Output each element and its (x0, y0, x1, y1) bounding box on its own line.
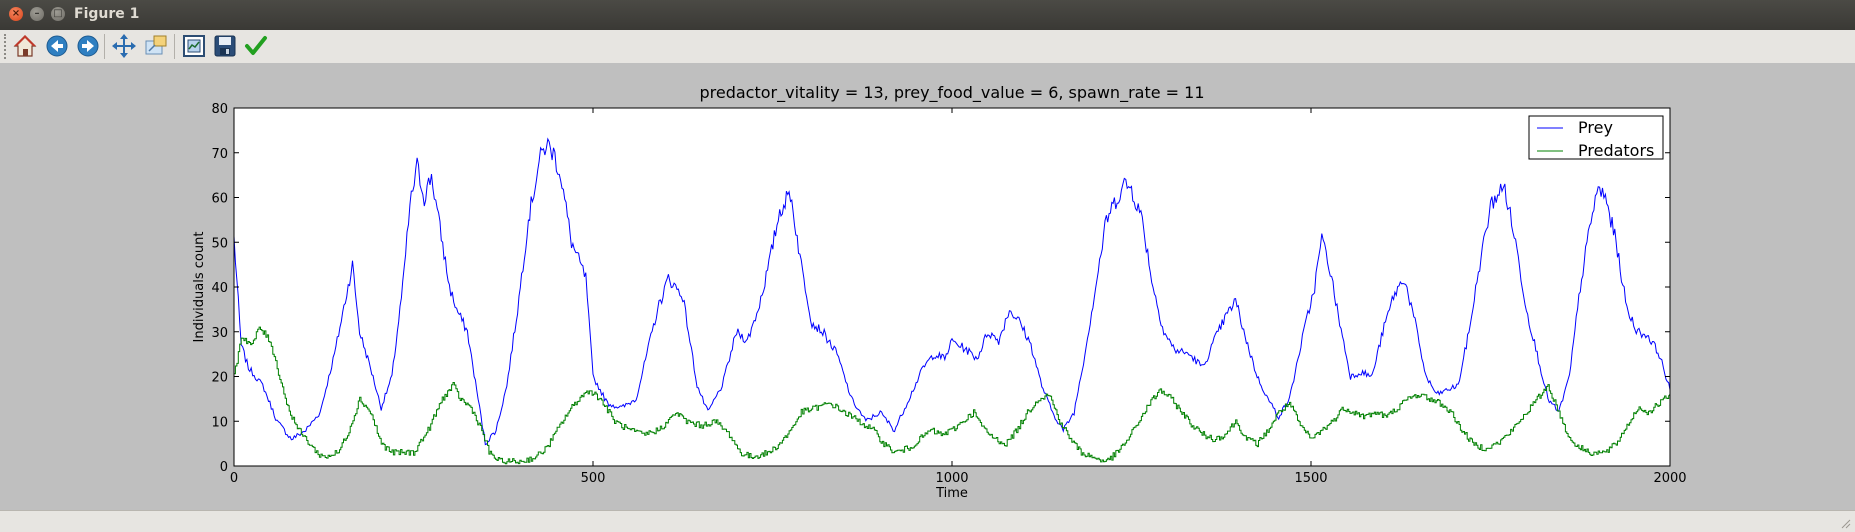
plot-area-background (234, 108, 1670, 466)
legend-prey-label: Prey (1578, 118, 1613, 137)
y-tick-label: 50 (211, 236, 228, 251)
save-button[interactable] (212, 33, 238, 59)
toolbar-separator (174, 34, 175, 59)
back-button[interactable] (44, 33, 70, 59)
figure-canvas[interactable]: 0 500 1000 1500 2000 0 10 20 30 40 50 60 70 80 preda… (0, 63, 1855, 510)
x-axis: 0 500 1000 1500 2000 (230, 108, 1687, 486)
status-bar (0, 510, 1855, 532)
legend-frame (1528, 115, 1664, 160)
home-icon (13, 35, 37, 57)
x-axis-label: Time (935, 486, 968, 501)
x-tick-label: 2000 (1653, 471, 1686, 486)
y-tick-label: 30 (211, 326, 228, 341)
window-titlebar: × – □ Figure 1 (0, 0, 1855, 30)
series-layer (233, 137, 1671, 465)
y-tick-label: 20 (211, 371, 228, 386)
zoom-icon (145, 35, 167, 55)
x-tick-label: 500 (581, 471, 606, 486)
x-tick-label: 0 (230, 471, 238, 486)
x-tick-label: 1500 (1294, 471, 1327, 486)
subplots-icon (183, 35, 205, 57)
y-tick-label: 40 (211, 281, 228, 296)
toolbar-grip-icon[interactable] (4, 34, 10, 59)
legend: Prey Predators (1528, 115, 1664, 160)
close-window-button[interactable]: × (9, 7, 23, 21)
toolbar-separator (104, 34, 105, 59)
y-tick-label: 10 (211, 415, 228, 430)
y-tick-label: 0 (220, 460, 228, 475)
save-icon (214, 35, 236, 57)
x-tick-label: 1000 (935, 471, 968, 486)
y-axis: 0 10 20 30 40 50 60 70 80 (211, 102, 1670, 475)
pan-icon (112, 34, 136, 58)
minimize-window-button[interactable]: – (30, 7, 44, 21)
y-tick-label: 80 (211, 102, 228, 117)
series-line-prey (233, 137, 1671, 446)
window-title: Figure 1 (74, 6, 140, 22)
forward-icon (77, 35, 99, 57)
maximize-window-button[interactable]: □ (51, 7, 65, 21)
chart-title: predactor_vitality = 13, prey_food_value… (699, 83, 1204, 103)
legend-predators-label: Predators (1578, 141, 1654, 160)
forward-button[interactable] (75, 33, 101, 59)
line-chart[interactable]: 0 500 1000 1500 2000 0 10 20 30 40 50 60 70 80 preda… (0, 63, 1855, 510)
navigation-toolbar (0, 30, 1855, 64)
y-tick-label: 60 (211, 192, 228, 207)
subplots-button[interactable] (181, 33, 207, 59)
edit-check-icon (245, 36, 267, 55)
resize-grip-icon[interactable] (1839, 517, 1851, 529)
zoom-button[interactable] (143, 33, 169, 59)
back-icon (46, 35, 68, 57)
series-line-predators (234, 326, 1671, 465)
edit-parameters-button[interactable] (243, 33, 269, 59)
y-tick-label: 70 (211, 147, 228, 162)
pan-button[interactable] (111, 33, 137, 59)
y-axis-label: Individuals count (192, 232, 207, 343)
home-button[interactable] (12, 33, 38, 59)
